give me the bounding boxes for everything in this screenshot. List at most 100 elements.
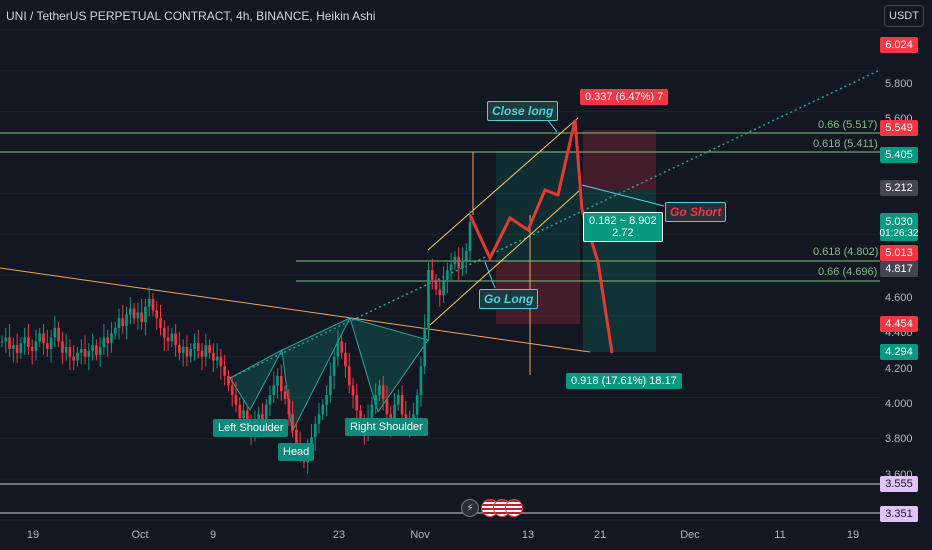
candle [287, 398, 291, 415]
price-tag-entry-short: 5.212 [880, 180, 918, 196]
descending-trendline [0, 267, 591, 353]
candle [457, 256, 460, 269]
go-long-callout: Go Long [479, 289, 539, 309]
candle [381, 385, 385, 399]
go-long-arrow [484, 261, 496, 289]
candle [19, 343, 23, 353]
candle [174, 333, 177, 346]
price-tag-lower-stop: 4.454 [880, 316, 918, 332]
events-row: ⚡ [461, 499, 523, 517]
x-tick: Dec [680, 529, 700, 541]
candle [106, 337, 109, 344]
us-flag-icon[interactable] [505, 499, 523, 517]
short-profit-label: 0.918 (17.61%) 18.17 [566, 373, 682, 389]
y-tick: 4.000 [885, 398, 913, 410]
lightning-icon[interactable]: ⚡ [461, 499, 479, 517]
candle [79, 348, 83, 353]
candle [102, 337, 106, 348]
candle [129, 308, 132, 315]
candle [45, 343, 49, 349]
candle [227, 375, 230, 386]
candle [181, 347, 185, 353]
candle [53, 327, 57, 338]
candle [166, 337, 170, 342]
candle [347, 366, 351, 386]
candle [404, 414, 408, 419]
candle [212, 352, 215, 361]
price-tag-short-target: 4.294 [880, 344, 918, 360]
candle [0, 341, 4, 343]
x-tick: 9 [209, 529, 217, 541]
price-tag-entry-long: 4.817 [880, 261, 918, 277]
candle [151, 299, 155, 311]
candle [87, 350, 91, 357]
candle [378, 385, 381, 396]
candle [261, 414, 264, 422]
candle [49, 337, 53, 349]
candle [34, 341, 38, 351]
candle [430, 270, 434, 280]
left-shoulder-label: Left Shoulder [213, 419, 289, 437]
candle [159, 318, 162, 328]
fib-label: 0.66 (5.517) [818, 119, 878, 131]
price-tag-high: 6.024 [880, 37, 918, 53]
candle [415, 395, 419, 415]
candle [329, 375, 332, 396]
candle [140, 312, 143, 323]
candle [8, 337, 11, 349]
candle [110, 333, 113, 344]
candle [162, 327, 166, 338]
go-short-arrow [581, 184, 665, 207]
candle [393, 404, 396, 424]
go-short-callout: Go Short [665, 202, 727, 222]
candle [196, 343, 200, 351]
candle [453, 256, 457, 265]
candle [61, 341, 64, 353]
candle [136, 312, 140, 319]
candle [264, 404, 268, 422]
candle [438, 289, 442, 296]
candle [219, 356, 223, 367]
candle [113, 327, 117, 334]
candle [185, 347, 189, 357]
candle [434, 279, 438, 290]
candle [370, 404, 374, 419]
candle [132, 308, 136, 319]
candle [208, 345, 211, 353]
candle [446, 270, 449, 280]
candle [423, 327, 427, 367]
chart-title: UNI / TetherUS PERPETUAL CONTRACT, 4h, B… [6, 9, 376, 23]
candle [340, 341, 343, 353]
candle [332, 356, 336, 376]
x-tick: 11 [774, 529, 786, 541]
candle [200, 350, 204, 357]
candle [317, 414, 321, 424]
candle [283, 391, 287, 399]
head-label: Head [278, 443, 315, 461]
candle [449, 264, 453, 271]
candle [42, 333, 45, 344]
candle [12, 345, 15, 349]
candle [178, 345, 181, 353]
left-shoulder-triangle [229, 348, 284, 411]
channel-lower [429, 189, 581, 326]
x-tick: 19 [846, 529, 860, 541]
short-ratio-label: 0.182 ~ 8.902 2.72 [583, 212, 663, 242]
price-tag-level-1: 3.555 [880, 476, 918, 492]
candle [15, 345, 19, 353]
short-stop-label: 0.337 (6.47%) 7 [580, 89, 669, 105]
candle [91, 345, 94, 351]
candle [72, 356, 76, 361]
currency-button[interactable]: USDT [884, 5, 924, 27]
candle [117, 318, 121, 328]
candle [344, 352, 347, 367]
close-long-callout: Close long [487, 101, 559, 121]
candle [234, 395, 238, 405]
candle [246, 410, 249, 424]
candle [30, 347, 34, 351]
candle [268, 395, 272, 405]
candle [204, 345, 208, 357]
candle [238, 404, 242, 419]
candle [38, 333, 42, 342]
